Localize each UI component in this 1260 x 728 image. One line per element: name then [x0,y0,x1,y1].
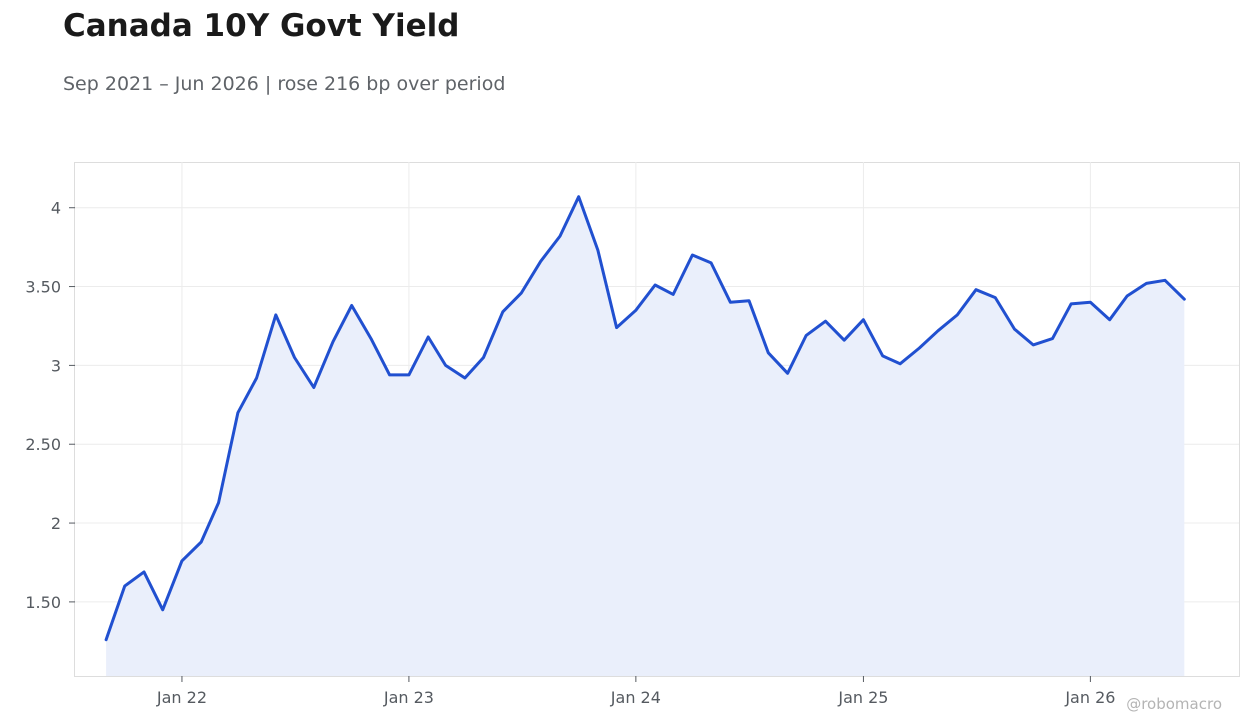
data-point [690,253,694,257]
data-point [709,261,713,265]
data-point [634,308,638,312]
chart-subtitle: Sep 2021 – Jun 2026 | rose 216 bp over p… [63,73,506,95]
data-point [728,300,732,304]
y-tick-label: 4 [51,199,61,218]
data-point [199,540,203,544]
data-point [747,299,751,303]
data-point [1051,337,1055,341]
data-point [1144,281,1148,285]
data-point [936,329,940,333]
x-tick-label: Jan 24 [610,688,661,707]
yield-series-line [104,195,1186,642]
data-point [104,638,108,642]
data-point [804,333,808,337]
data-point [881,354,885,358]
data-point [123,584,127,588]
data-point [1182,297,1186,301]
data-point [180,559,184,563]
x-tick-label: Jan 23 [383,688,434,707]
data-point [539,259,543,263]
data-point [577,195,581,199]
data-point [1069,302,1073,306]
data-point [861,318,865,322]
data-point [482,356,486,360]
data-point [388,373,392,377]
data-point [766,351,770,355]
plot-frame [74,162,1240,677]
data-point [955,313,959,317]
data-point [142,570,146,574]
data-point [824,319,828,323]
data-point [293,356,297,360]
data-point [1163,278,1167,282]
data-point [558,234,562,238]
data-point [1125,294,1129,298]
y-axis: 1.50 2 2.50 3 3.50 4 [25,199,75,612]
data-point [350,304,354,308]
data-point [217,501,221,505]
y-tick-label: 3 [51,356,61,375]
y-tick-label: 3.50 [25,278,61,297]
x-tick-label: Jan 25 [837,688,888,707]
data-point [519,291,523,295]
data-point [842,338,846,342]
data-point [786,371,790,375]
data-point [653,283,657,287]
yield-area-fill [106,196,1185,676]
data-point [1031,343,1035,347]
data-point [974,288,978,292]
data-point [236,411,240,415]
x-tick-label: Jan 26 [1064,688,1115,707]
data-point [898,362,902,366]
x-axis: Jan 22 Jan 23 Jan 24 Jan 25 Jan 26 [156,676,1115,707]
y-tick-label: 2.50 [25,435,61,454]
data-point [255,376,259,380]
data-point [463,376,467,380]
data-point [312,386,316,390]
data-point [161,608,165,612]
data-point [426,335,430,339]
y-tick-label: 1.50 [25,593,61,612]
data-point [274,313,278,317]
data-point [369,337,373,341]
data-point [501,310,505,314]
data-point [407,373,411,377]
data-point [917,346,921,350]
data-point [615,326,619,330]
data-point [993,296,997,300]
y-tick-label: 2 [51,514,61,533]
data-point [1088,300,1092,304]
data-point [596,248,600,252]
chart-title: Canada 10Y Govt Yield [63,8,460,44]
data-point [671,292,675,296]
data-point [1108,318,1112,322]
x-tick-label: Jan 22 [156,688,207,707]
watermark: @robomacro [1126,695,1222,713]
data-point [444,363,448,367]
data-point [1013,327,1017,331]
data-point [331,340,335,344]
